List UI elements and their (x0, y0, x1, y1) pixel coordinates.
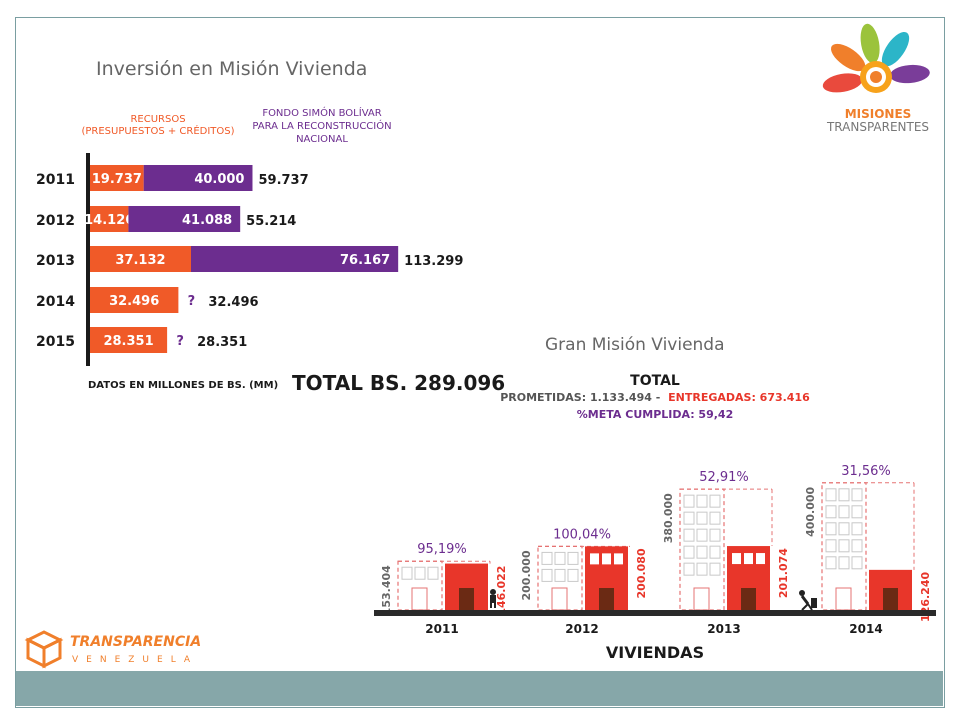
recursos-value-label: 28.351 (103, 334, 153, 349)
investment-axis-line (86, 153, 90, 366)
flower-icon (822, 23, 930, 93)
fondo-bar (190, 246, 399, 272)
promised-value-label: 400.000 (804, 486, 817, 536)
delivered-door (741, 588, 756, 610)
recursos-bar (90, 206, 129, 232)
housing-groups: 153.404 146.022 95,19% 2011 200.000 200.080 10… (380, 464, 932, 636)
legend-recursos-line1: RECURSOS (130, 114, 185, 125)
cube-logo-icon (24, 630, 64, 669)
fondo-bar (143, 165, 253, 191)
year-label: 2013 (36, 253, 75, 269)
row-total-label: 28.351 (197, 335, 247, 350)
fondo-value-label: 76.167 (340, 253, 390, 268)
housing-year-label: 2011 (425, 622, 458, 636)
delivered-value-label: 200.080 (635, 548, 648, 598)
legend-recursos-line2: (PRESUPUESTOS + CRÉDITOS) (81, 124, 234, 137)
year-label: 2012 (36, 213, 75, 229)
misiones-transparentes-logo: MISIONES TRANSPARENTES (822, 23, 930, 134)
delivered-value-label: 126.240 (919, 572, 932, 622)
recursos-value-label: 14.126 (84, 213, 134, 228)
investment-note: DATOS EN MILLONES DE BS. (MM) (88, 380, 278, 391)
fondo-bar (128, 206, 241, 232)
legend-fondo-line1: FONDO SIMÓN BOLÍVAR (262, 106, 381, 119)
recursos-bar (90, 287, 179, 313)
logo-line1: MISIONES (845, 107, 912, 121)
row-total-label: 59.737 (258, 173, 308, 188)
delivered-value-label: 201.074 (777, 548, 790, 598)
transparencia-venezuela-logo: TRANSPARENCIA VENEZUELA (24, 630, 201, 669)
promised-building-bar (537, 545, 583, 611)
housing-year-label: 2012 (565, 622, 598, 636)
fondo-unknown-label: ? (188, 294, 196, 309)
recursos-bar (90, 165, 144, 191)
recursos-bar (90, 246, 191, 272)
recursos-value-label: 37.132 (115, 253, 165, 268)
promised-value-label: 153.404 (380, 565, 393, 615)
percentage-label: 100,04% (553, 527, 611, 542)
delivered-door (459, 588, 474, 610)
row-total-label: 113.299 (404, 254, 463, 269)
person-icon (490, 589, 496, 608)
worker-pushing-icon (799, 590, 817, 611)
summary-entregadas: ENTREGADAS: 673.416 (668, 391, 810, 404)
logo-line2: TRANSPARENTES (826, 120, 929, 134)
transparencia-line2: VENEZUELA (72, 655, 198, 665)
year-label: 2015 (36, 334, 75, 350)
delivered-door (599, 588, 614, 610)
legend-fondo-line3: NACIONAL (296, 134, 348, 145)
summary-prometidas: PROMETIDAS: 1.133.494 - (500, 391, 660, 404)
transparencia-line1: TRANSPARENCIA (70, 634, 201, 650)
footer-bar (16, 671, 943, 706)
housing-summary-line: PROMETIDAS: 1.133.494 - ENTREGADAS: 673.… (500, 391, 810, 404)
housing-chart-title: Gran Misión Vivienda (545, 335, 725, 355)
percentage-label: 95,19% (417, 542, 467, 557)
fondo-value-label: 41.088 (182, 213, 232, 228)
fondo-value-label: 40.000 (194, 172, 244, 187)
legend-fondo-line2: PARA LA RECONSTRUCCIÓN (252, 119, 391, 132)
housing-summary-heading: TOTAL (630, 373, 680, 389)
promised-value-label: 200.000 (520, 550, 533, 600)
housing-year-label: 2013 (707, 622, 740, 636)
investment-chart-title: Inversión en Misión Vivienda (96, 58, 367, 80)
housing-baseline (374, 610, 936, 616)
fondo-unknown-label: ? (176, 334, 184, 349)
promised-building-bar (397, 560, 443, 611)
recursos-value-label: 32.496 (109, 294, 159, 309)
recursos-value-label: 19.737 (92, 172, 142, 187)
row-total-label: 55.214 (246, 214, 296, 229)
promised-building-bar (679, 488, 725, 611)
row-total-label: 32.496 (208, 295, 258, 310)
investment-grand-total: TOTAL BS. 289.096 (292, 371, 505, 395)
investment-bars: 2011 19.737 40.000 59.737 2012 14.126 41.088 55… (36, 165, 463, 353)
promised-value-label: 380.000 (662, 493, 675, 543)
delivered-value-label: 146.022 (495, 566, 508, 616)
promised-building-bar (821, 482, 867, 611)
percentage-label: 52,91% (699, 470, 749, 485)
year-label: 2014 (36, 294, 75, 310)
year-label: 2011 (36, 172, 75, 188)
delivered-door (883, 588, 898, 610)
housing-summary-meta: %META CUMPLIDA: 59,42 (577, 408, 733, 421)
recursos-bar (90, 327, 168, 353)
housing-year-label: 2014 (849, 622, 882, 636)
percentage-label: 31,56% (841, 464, 891, 479)
housing-xlabel: VIVIENDAS (606, 643, 704, 662)
